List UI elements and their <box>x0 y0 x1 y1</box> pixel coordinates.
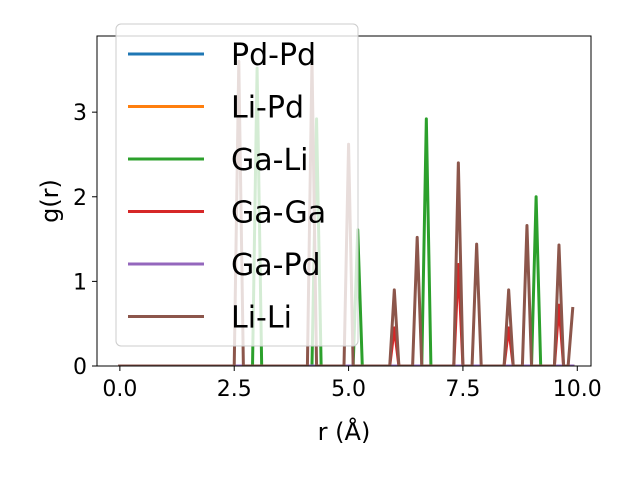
legend-label: Li-Li <box>231 301 292 336</box>
legend-label: Ga-Ga <box>231 196 326 231</box>
x-axis-label: r (Å) <box>318 417 371 446</box>
x-tick-label: 5.0 <box>331 377 366 402</box>
x-tick-label: 0.0 <box>102 377 137 402</box>
y-tick-label: 2 <box>73 186 87 211</box>
ticks-layer: 0.0 2.5 5.0 7.5 10.0 0 1 2 3 <box>73 101 602 402</box>
y-tick-label: 3 <box>73 101 87 126</box>
legend-label: Ga-Pd <box>231 248 321 283</box>
y-tick-label: 1 <box>73 270 87 295</box>
legend: Pd-Pd Li-Pd Ga-Li Ga-Ga Ga-Pd Li-Li <box>115 23 359 347</box>
x-tick-label: 2.5 <box>217 377 252 402</box>
x-tick-label: 7.5 <box>445 377 480 402</box>
legend-label: Pd-Pd <box>231 38 316 73</box>
x-tick-label: 10.0 <box>553 377 602 402</box>
y-tick-label: 0 <box>73 355 87 380</box>
legend-label: Li-Pd <box>231 91 304 126</box>
y-axis-label: g(r) <box>36 179 64 223</box>
legend-label: Ga-Li <box>231 143 309 178</box>
series-line-ga-ga <box>118 262 575 366</box>
